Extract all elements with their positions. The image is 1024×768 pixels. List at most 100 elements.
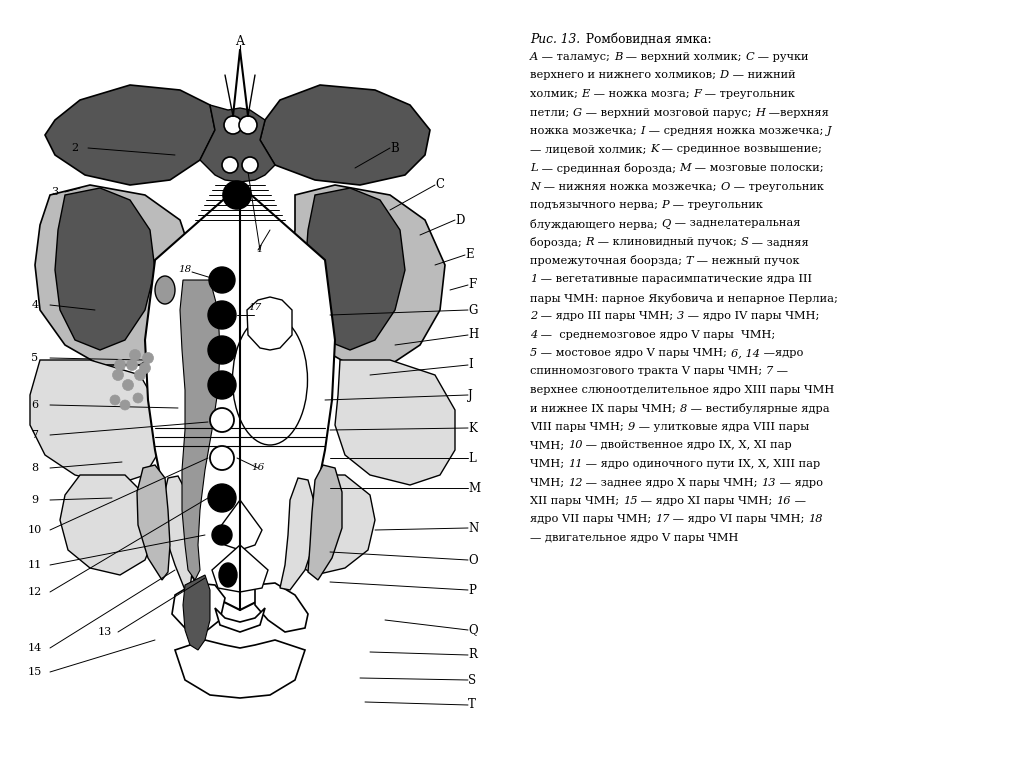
- Text: —верхняя: —верхняя: [765, 108, 828, 118]
- Text: — заднелатеральная: — заднелатеральная: [671, 219, 800, 229]
- Text: ЧМН;: ЧМН;: [530, 478, 567, 488]
- Text: D: D: [720, 71, 729, 81]
- Circle shape: [120, 400, 130, 410]
- Text: — задняя: — задняя: [749, 237, 809, 247]
- Text: C: C: [435, 178, 444, 191]
- Text: блуждающего нерва;: блуждающего нерва;: [530, 219, 662, 230]
- Text: I: I: [640, 126, 645, 136]
- Circle shape: [239, 116, 257, 134]
- Circle shape: [115, 359, 126, 370]
- Text: 18: 18: [808, 515, 823, 525]
- Text: — улитковые ядра VIII пары: — улитковые ядра VIII пары: [635, 422, 809, 432]
- Text: 5: 5: [32, 353, 39, 363]
- Text: H: H: [468, 329, 478, 342]
- Circle shape: [208, 336, 236, 364]
- Text: — ножка мозга;: — ножка мозга;: [590, 89, 693, 99]
- Text: — заднее ядро X пары ЧМН;: — заднее ядро X пары ЧМН;: [583, 478, 762, 488]
- Circle shape: [210, 446, 234, 470]
- Polygon shape: [280, 475, 375, 575]
- Text: 5: 5: [530, 348, 538, 358]
- Text: M: M: [679, 163, 691, 173]
- Text: 9: 9: [32, 495, 39, 505]
- Text: D: D: [455, 214, 464, 227]
- Text: M: M: [468, 482, 480, 495]
- Polygon shape: [218, 500, 262, 550]
- Circle shape: [127, 359, 137, 370]
- Polygon shape: [180, 280, 220, 580]
- Text: 7: 7: [32, 430, 39, 440]
- Text: спинномозгового тракта V пары ЧМН;: спинномозгового тракта V пары ЧМН;: [530, 366, 766, 376]
- Text: T: T: [468, 699, 476, 711]
- Text: L: L: [530, 163, 538, 173]
- Polygon shape: [212, 545, 268, 592]
- Text: ножка мозжечка;: ножка мозжечка;: [530, 126, 640, 136]
- Text: B: B: [390, 141, 398, 154]
- Text: S: S: [740, 237, 749, 247]
- Text: J: J: [826, 126, 831, 136]
- Polygon shape: [200, 105, 275, 182]
- Text: A: A: [530, 52, 539, 62]
- Text: S: S: [468, 674, 476, 687]
- Text: — ручки: — ручки: [754, 52, 809, 62]
- Text: ядро VII пары ЧМН;: ядро VII пары ЧМН;: [530, 515, 655, 525]
- Polygon shape: [175, 640, 305, 698]
- Text: K: K: [650, 144, 658, 154]
- Polygon shape: [172, 583, 225, 632]
- Text: 15: 15: [623, 496, 637, 506]
- Text: 4: 4: [32, 300, 39, 310]
- Text: — нежный пучок: — нежный пучок: [693, 256, 800, 266]
- Text: — нижний: — нижний: [729, 71, 796, 81]
- Text: — двойственное ядро IX, X, XI пар: — двойственное ядро IX, X, XI пар: [583, 441, 792, 451]
- Polygon shape: [137, 465, 170, 580]
- Text: L: L: [468, 452, 476, 465]
- Text: 10: 10: [28, 525, 42, 535]
- Text: K: K: [468, 422, 477, 435]
- Text: C: C: [745, 52, 754, 62]
- Text: холмик;: холмик;: [530, 89, 582, 99]
- Text: O: O: [468, 554, 477, 567]
- Circle shape: [242, 157, 258, 173]
- Text: верхнее слюноотделительное ядро XIII пары ЧМН: верхнее слюноотделительное ядро XIII пар…: [530, 385, 835, 395]
- Circle shape: [134, 369, 145, 380]
- Text: 18: 18: [178, 266, 191, 274]
- Circle shape: [208, 371, 236, 399]
- Text: —: —: [773, 366, 788, 376]
- Text: 17: 17: [655, 515, 670, 525]
- Circle shape: [110, 395, 120, 405]
- Circle shape: [139, 362, 151, 373]
- Polygon shape: [335, 360, 455, 485]
- Text: F: F: [693, 89, 700, 99]
- Text: 16: 16: [776, 496, 791, 506]
- Text: — вестибулярные ядра: — вестибулярные ядра: [687, 403, 829, 415]
- Circle shape: [209, 267, 234, 293]
- Text: 11: 11: [567, 459, 583, 469]
- Polygon shape: [60, 475, 155, 575]
- Polygon shape: [305, 188, 406, 350]
- Text: — ядро VI пары ЧМН;: — ядро VI пары ЧМН;: [670, 515, 808, 525]
- Text: — мостовое ядро V пары ЧМН;: — мостовое ядро V пары ЧМН;: [538, 348, 731, 358]
- Text: — средняя ножка мозжечка;: — средняя ножка мозжечка;: [645, 126, 826, 136]
- Polygon shape: [308, 465, 342, 580]
- Text: N: N: [468, 521, 478, 535]
- Text: 4: 4: [530, 329, 538, 339]
- Text: 1: 1: [257, 246, 263, 254]
- Text: 10: 10: [567, 441, 583, 451]
- Text: — ядро XI пары ЧМН;: — ядро XI пары ЧМН;: [637, 496, 776, 506]
- Circle shape: [212, 525, 232, 545]
- Text: I: I: [468, 359, 473, 372]
- Text: 13: 13: [762, 478, 776, 488]
- Text: H: H: [755, 108, 765, 118]
- Text: верхнего и нижнего холмиков;: верхнего и нижнего холмиков;: [530, 71, 720, 81]
- Text: 13: 13: [98, 627, 112, 637]
- Text: ЧМН;: ЧМН;: [530, 441, 567, 451]
- Text: и нижнее IX пары ЧМН;: и нижнее IX пары ЧМН;: [530, 403, 680, 413]
- Text: — клиновидный пучок;: — клиновидный пучок;: [594, 237, 740, 247]
- Circle shape: [113, 369, 124, 380]
- Text: — ядро одиночного пути IX, X, XIII пар: — ядро одиночного пути IX, X, XIII пар: [583, 459, 820, 469]
- Text: 2: 2: [72, 143, 79, 153]
- Polygon shape: [260, 85, 430, 185]
- Text: — мозговые полоски;: — мозговые полоски;: [691, 163, 823, 173]
- Text: петли;: петли;: [530, 108, 572, 118]
- Polygon shape: [145, 185, 335, 610]
- Text: 3: 3: [677, 311, 684, 321]
